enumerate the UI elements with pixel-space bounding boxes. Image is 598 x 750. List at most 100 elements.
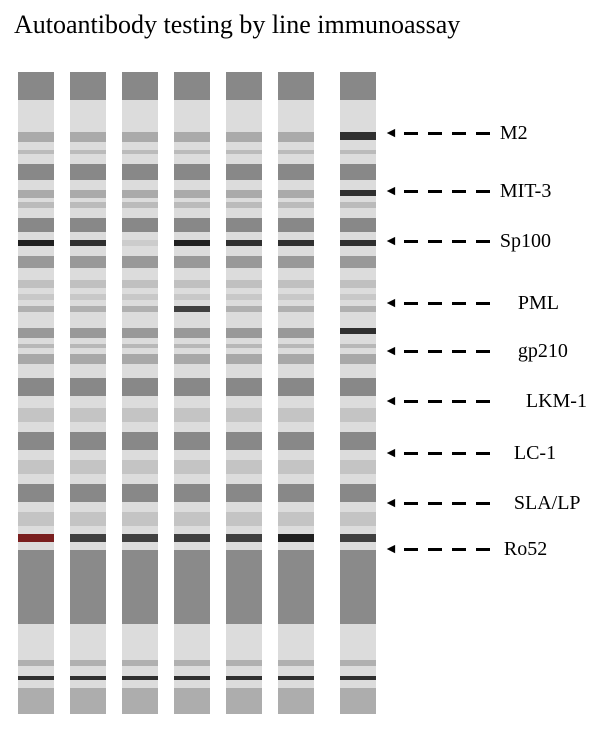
band xyxy=(340,408,376,422)
band xyxy=(70,218,106,232)
band xyxy=(340,550,376,624)
band xyxy=(18,72,54,100)
band xyxy=(278,132,314,142)
band xyxy=(174,150,210,154)
annotation-label: LC-1 xyxy=(514,442,556,465)
band xyxy=(174,328,210,338)
band xyxy=(70,306,106,312)
band xyxy=(174,460,210,474)
band xyxy=(278,256,314,268)
band xyxy=(174,344,210,348)
band xyxy=(122,164,158,180)
strip xyxy=(340,72,376,714)
band xyxy=(122,460,158,474)
band xyxy=(70,676,106,680)
band xyxy=(226,688,262,714)
band xyxy=(174,550,210,624)
dash-segment xyxy=(428,240,442,243)
band xyxy=(226,534,262,542)
dash-segment xyxy=(452,240,466,243)
band xyxy=(18,328,54,338)
band xyxy=(278,660,314,666)
band xyxy=(70,256,106,268)
annotation-label: M2 xyxy=(500,122,528,145)
annotation-row: ◄Sp100 xyxy=(384,230,551,253)
annotation-label: gp210 xyxy=(518,340,568,363)
band xyxy=(70,294,106,300)
band xyxy=(226,676,262,680)
annotation-row: ◄PML xyxy=(384,292,559,315)
band xyxy=(18,202,54,208)
band xyxy=(226,306,262,312)
band xyxy=(122,676,158,680)
band xyxy=(174,240,210,246)
band xyxy=(226,256,262,268)
band xyxy=(174,190,210,198)
band xyxy=(70,534,106,542)
band xyxy=(70,150,106,154)
band xyxy=(18,354,54,364)
annotation-label: LKM-1 xyxy=(526,390,587,413)
band xyxy=(122,72,158,100)
band xyxy=(122,550,158,624)
band xyxy=(122,150,158,154)
arrow-icon: ◄ xyxy=(384,496,398,512)
band xyxy=(226,354,262,364)
dash-segment xyxy=(404,132,418,135)
band xyxy=(340,132,376,140)
band xyxy=(122,512,158,526)
band xyxy=(226,378,262,396)
immunoassay-strips xyxy=(18,72,376,714)
band xyxy=(70,328,106,338)
band xyxy=(340,676,376,680)
band xyxy=(122,408,158,422)
band xyxy=(340,460,376,474)
band xyxy=(70,484,106,502)
band xyxy=(18,408,54,422)
band xyxy=(122,344,158,348)
band xyxy=(278,72,314,100)
band xyxy=(122,328,158,338)
band xyxy=(340,484,376,502)
dash-segment xyxy=(452,132,466,135)
band xyxy=(174,132,210,142)
band xyxy=(340,256,376,268)
band xyxy=(18,432,54,450)
arrow-icon: ◄ xyxy=(384,296,398,312)
dash-segment xyxy=(452,400,466,403)
band xyxy=(174,512,210,526)
band xyxy=(226,328,262,338)
band xyxy=(278,240,314,246)
band xyxy=(226,660,262,666)
band xyxy=(226,344,262,348)
band xyxy=(278,512,314,526)
band xyxy=(340,344,376,348)
band xyxy=(278,688,314,714)
band xyxy=(122,256,158,268)
band xyxy=(122,218,158,232)
band xyxy=(18,512,54,526)
dash-segment xyxy=(428,548,442,551)
band xyxy=(340,328,376,334)
band xyxy=(18,150,54,154)
annotation-row: ◄Ro52 xyxy=(384,538,547,561)
band xyxy=(18,460,54,474)
band xyxy=(278,306,314,312)
band xyxy=(70,378,106,396)
band xyxy=(340,280,376,288)
band xyxy=(70,432,106,450)
band xyxy=(174,164,210,180)
band xyxy=(226,190,262,198)
strip xyxy=(226,72,262,714)
dash-segment xyxy=(404,240,418,243)
band xyxy=(122,132,158,142)
band xyxy=(174,484,210,502)
dash-segment xyxy=(452,452,466,455)
arrow-icon: ◄ xyxy=(384,126,398,142)
dash-segment xyxy=(476,548,490,551)
band xyxy=(226,484,262,502)
band xyxy=(278,280,314,288)
band xyxy=(18,660,54,666)
band xyxy=(278,676,314,680)
band xyxy=(174,660,210,666)
